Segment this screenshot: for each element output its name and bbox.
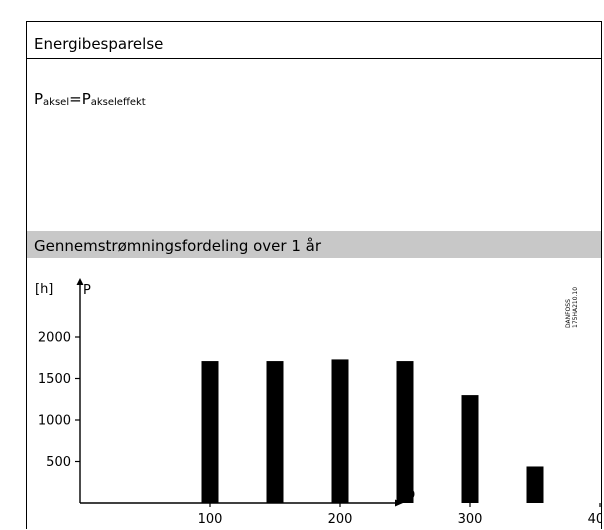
bar [396, 361, 414, 503]
bar [201, 361, 219, 503]
power-formula: Paksel=Pakseleffekt [34, 90, 146, 108]
watermark-line: DANFOSS [565, 299, 572, 328]
bar [461, 395, 479, 503]
bar [526, 466, 544, 503]
y-tick-label: 1500 [38, 372, 71, 387]
y-tick-label: 2000 [38, 331, 71, 346]
y-unit-label: [h] [35, 282, 53, 297]
bar [331, 359, 349, 503]
x-tick-label: 400 [588, 512, 601, 527]
x-tick-label: 200 [328, 512, 353, 527]
danfoss-watermark: DANFOSS 175HA210.10 [565, 287, 579, 328]
y-axis-arrowhead [76, 278, 84, 285]
x-tick-label: 300 [458, 512, 483, 527]
formula-rhs: P [81, 90, 91, 108]
flow-distribution-chart: [h]P500100015002000100200300400[m3 /h]QD… [35, 278, 601, 527]
header-row: Energibesparelse [27, 22, 601, 59]
formula-lhs: P [34, 90, 44, 108]
y-tick-label: 500 [46, 455, 71, 470]
y-axis-letter: P [83, 283, 91, 298]
formula-equals: = [69, 90, 82, 108]
formula-rhs-sub: akseleffekt [90, 97, 146, 108]
x-axis-letter: Q [405, 488, 415, 503]
section-header: Gennemstrømningsfordeling over 1 år [27, 231, 601, 258]
header-title: Energibesparelse [34, 35, 164, 53]
formula-lhs-sub: aksel [43, 97, 70, 108]
watermark-line: 175HA210.10 [572, 287, 579, 328]
document-frame: Energibesparelse Paksel=Pakseleffekt Gen… [26, 21, 602, 529]
section-title: Gennemstrømningsfordeling over 1 år [34, 237, 322, 255]
y-tick-label: 1000 [38, 414, 71, 429]
x-tick-label: 100 [198, 512, 223, 527]
bar [266, 361, 284, 503]
